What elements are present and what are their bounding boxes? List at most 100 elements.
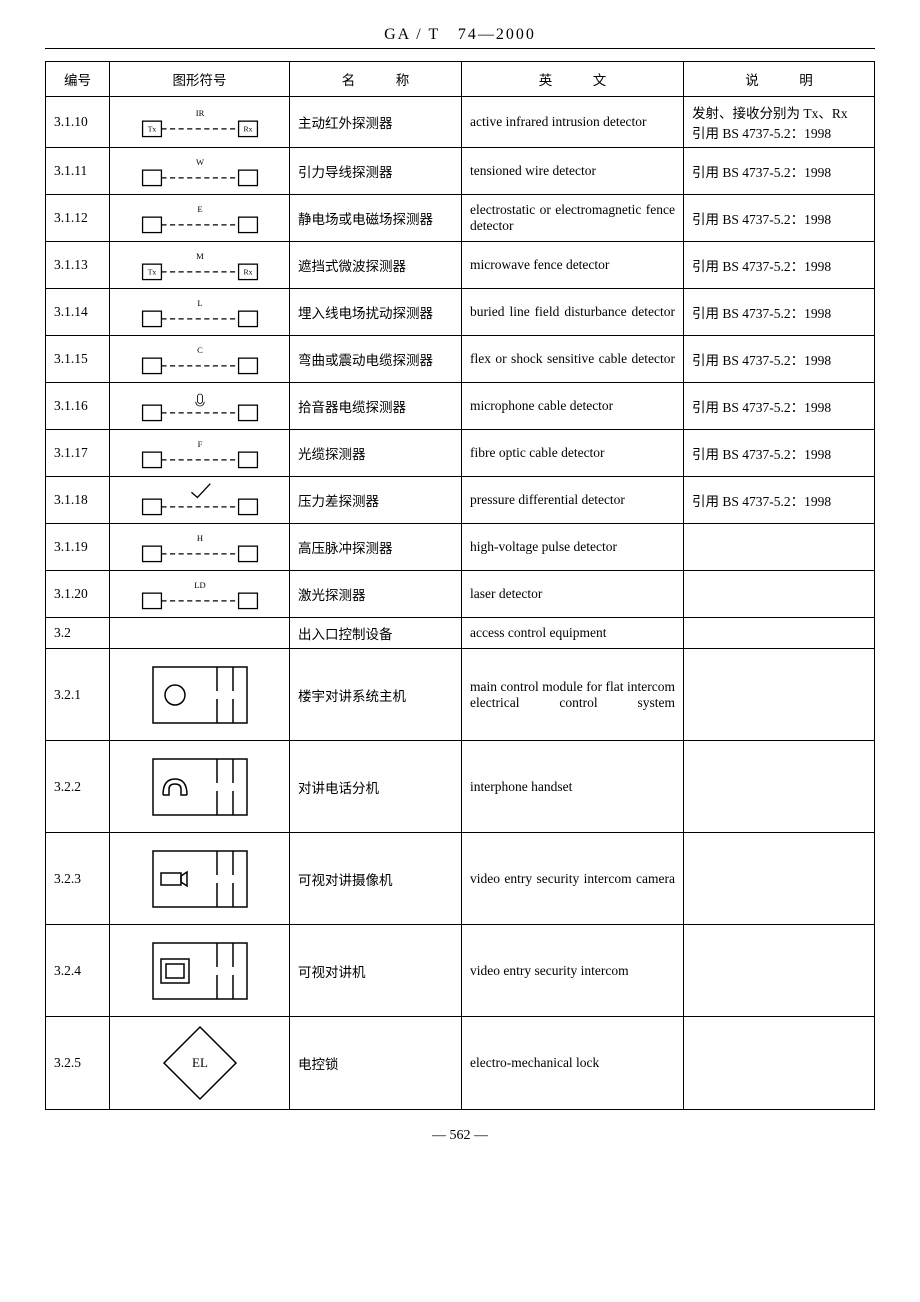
cell-symbol: H	[110, 524, 290, 571]
table-row: 3.1.18 压力差探测器pressure differential detec…	[46, 477, 875, 524]
cell-name: 主动红外探测器	[290, 97, 462, 148]
cell-note: 引用 BS 4737-5.2：1998	[684, 336, 875, 383]
cell-note: 引用 BS 4737-5.2：1998	[684, 195, 875, 242]
table-row: 3.1.16 拾音器电缆探测器microphone cable detector…	[46, 383, 875, 430]
table-header-row: 编号 图形符号 名 称 英 文 说 明	[46, 62, 875, 97]
cell-note: 引用 BS 4737-5.2：1998	[684, 289, 875, 336]
cell-name: 遮挡式微波探测器	[290, 242, 462, 289]
table-row: 3.1.17 F 光缆探测器fibre optic cable detector…	[46, 430, 875, 477]
page: GA / T 74—2000 编号 图形符号 名 称 英 文 说 明 3.1.1…	[0, 0, 920, 1174]
cell-note	[684, 1017, 875, 1110]
cell-name: 高压脉冲探测器	[290, 524, 462, 571]
svg-text:EL: EL	[192, 1055, 208, 1070]
cell-name: 光缆探测器	[290, 430, 462, 477]
cell-symbol	[110, 741, 290, 833]
cell-note	[684, 741, 875, 833]
cell-note	[684, 649, 875, 741]
cell-name: 引力导线探测器	[290, 148, 462, 195]
th-note: 说 明	[684, 62, 875, 97]
cell-id: 3.2.1	[46, 649, 110, 741]
cell-english: microphone cable detector	[462, 383, 684, 430]
svg-text:Rx: Rx	[243, 267, 252, 276]
cell-symbol	[110, 383, 290, 430]
svg-text:F: F	[197, 439, 202, 449]
cell-english: interphone handset	[462, 741, 684, 833]
cell-id: 3.1.15	[46, 336, 110, 383]
cell-symbol	[110, 925, 290, 1017]
cell-id: 3.2.2	[46, 741, 110, 833]
cell-note	[684, 925, 875, 1017]
th-symbol: 图形符号	[110, 62, 290, 97]
cell-name: 弯曲或震动电缆探测器	[290, 336, 462, 383]
cell-english: access control equipment	[462, 618, 684, 649]
cell-id: 3.1.13	[46, 242, 110, 289]
svg-text:Tx: Tx	[147, 124, 156, 133]
cell-id: 3.2.3	[46, 833, 110, 925]
cell-note	[684, 571, 875, 618]
cell-name: 楼宇对讲系统主机	[290, 649, 462, 741]
cell-name: 激光探测器	[290, 571, 462, 618]
cell-note: 发射、接收分别为 Tx、Rx 引用 BS 4737-5.2：1998	[684, 97, 875, 148]
cell-id: 3.2	[46, 618, 110, 649]
cell-english: pressure differential detector	[462, 477, 684, 524]
cell-symbol: F	[110, 430, 290, 477]
cell-english: fibre optic cable detector	[462, 430, 684, 477]
th-id: 编号	[46, 62, 110, 97]
cell-english: electro-mechanical lock	[462, 1017, 684, 1110]
table-row: 3.1.19 H 高压脉冲探测器high-voltage pulse detec…	[46, 524, 875, 571]
cell-id: 3.1.17	[46, 430, 110, 477]
cell-english: main control module for flat intercom el…	[462, 649, 684, 741]
cell-note: 引用 BS 4737-5.2：1998	[684, 383, 875, 430]
cell-id: 3.1.16	[46, 383, 110, 430]
standard-code: GA / T 74—2000	[45, 20, 875, 44]
svg-text:L: L	[197, 298, 202, 308]
cell-note: 引用 BS 4737-5.2：1998	[684, 430, 875, 477]
cell-symbol: Tx Rx M	[110, 242, 290, 289]
page-number: — 562 —	[45, 1128, 875, 1144]
cell-symbol: Tx Rx IR	[110, 97, 290, 148]
cell-english: electrostatic or electromagnetic fence d…	[462, 195, 684, 242]
svg-text:W: W	[195, 157, 204, 167]
cell-note: 引用 BS 4737-5.2：1998	[684, 477, 875, 524]
svg-text:C: C	[197, 345, 203, 355]
svg-text:LD: LD	[194, 580, 205, 590]
cell-symbol	[110, 833, 290, 925]
cell-english: microwave fence detector	[462, 242, 684, 289]
th-english: 英 文	[462, 62, 684, 97]
table-row: 3.1.14 L 埋入线电场扰动探测器buried line field dis…	[46, 289, 875, 336]
symbol-table: 编号 图形符号 名 称 英 文 说 明 3.1.10 Tx Rx IR 主动红外…	[45, 61, 875, 1110]
table-row: 3.2 出入口控制设备access control equipment	[46, 618, 875, 649]
cell-symbol	[110, 477, 290, 524]
svg-text:H: H	[196, 533, 202, 543]
cell-english: tensioned wire detector	[462, 148, 684, 195]
table-row: 3.1.11 W 引力导线探测器tensioned wire detector引…	[46, 148, 875, 195]
cell-name: 出入口控制设备	[290, 618, 462, 649]
cell-symbol: W	[110, 148, 290, 195]
cell-name: 压力差探测器	[290, 477, 462, 524]
table-row: 3.2.2 对讲电话分机interphone handset	[46, 741, 875, 833]
cell-id: 3.1.11	[46, 148, 110, 195]
cell-note	[684, 618, 875, 649]
svg-text:IR: IR	[195, 108, 204, 118]
cell-id: 3.2.4	[46, 925, 110, 1017]
table-row: 3.1.15 C 弯曲或震动电缆探测器flex or shock sensiti…	[46, 336, 875, 383]
cell-english: video entry security intercom	[462, 925, 684, 1017]
cell-id: 3.1.12	[46, 195, 110, 242]
table-row: 3.2.1 楼宇对讲系统主机main control module for fl…	[46, 649, 875, 741]
cell-name: 可视对讲摄像机	[290, 833, 462, 925]
table-row: 3.2.5 EL 电控锁electro-mechanical lock	[46, 1017, 875, 1110]
cell-id: 3.1.19	[46, 524, 110, 571]
table-row: 3.2.3 可视对讲摄像机video entry security interc…	[46, 833, 875, 925]
cell-symbol: L	[110, 289, 290, 336]
cell-symbol	[110, 618, 290, 649]
cell-english: buried line field disturbance detector	[462, 289, 684, 336]
cell-english: flex or shock sensitive cable detector	[462, 336, 684, 383]
cell-english: video entry security intercom camera	[462, 833, 684, 925]
cell-symbol: LD	[110, 571, 290, 618]
table-row: 3.1.13 Tx Rx M 遮挡式微波探测器microwave fence d…	[46, 242, 875, 289]
th-name: 名 称	[290, 62, 462, 97]
cell-id: 3.1.10	[46, 97, 110, 148]
table-row: 3.1.12 E 静电场或电磁场探测器electrostatic or elec…	[46, 195, 875, 242]
cell-symbol	[110, 649, 290, 741]
table-row: 3.1.20 LD 激光探测器laser detector	[46, 571, 875, 618]
